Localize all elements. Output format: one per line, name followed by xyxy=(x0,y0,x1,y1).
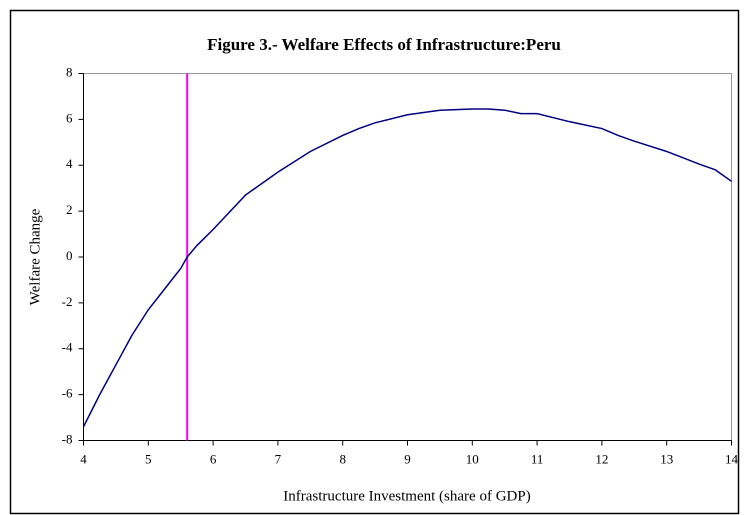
chart-title: Figure 3.- Welfare Effects of Infrastruc… xyxy=(207,35,561,54)
data-line xyxy=(82,108,732,428)
x-tick-label: 10 xyxy=(466,451,479,466)
x-tick-label: 5 xyxy=(145,451,152,466)
x-tick-label: 14 xyxy=(725,451,739,466)
y-tick-label: -2 xyxy=(62,294,73,309)
y-axis-label: Welfare Change xyxy=(27,208,43,305)
y-tick-label: 4 xyxy=(66,156,73,171)
y-tick-label: 2 xyxy=(66,202,73,217)
x-tick-label: 12 xyxy=(595,451,608,466)
x-tick-label: 13 xyxy=(660,451,673,466)
y-tick-label: -6 xyxy=(62,386,73,401)
y-tick-label: -8 xyxy=(62,431,73,446)
y-tick-label: 0 xyxy=(66,248,73,263)
x-tick-label: 4 xyxy=(80,451,87,466)
plot-area xyxy=(83,73,732,441)
y-tick-label: -4 xyxy=(62,340,73,355)
x-tick-label: 9 xyxy=(404,451,411,466)
x-axis-label: Infrastructure Investment (share of GDP) xyxy=(283,488,530,504)
x-tick-label: 11 xyxy=(531,451,544,466)
x-tick-label: 8 xyxy=(339,451,346,466)
x-tick-label: 6 xyxy=(210,451,217,466)
y-tick-label: 6 xyxy=(66,110,73,125)
x-tick-label: 7 xyxy=(275,451,282,466)
y-tick-label: 8 xyxy=(66,64,73,79)
